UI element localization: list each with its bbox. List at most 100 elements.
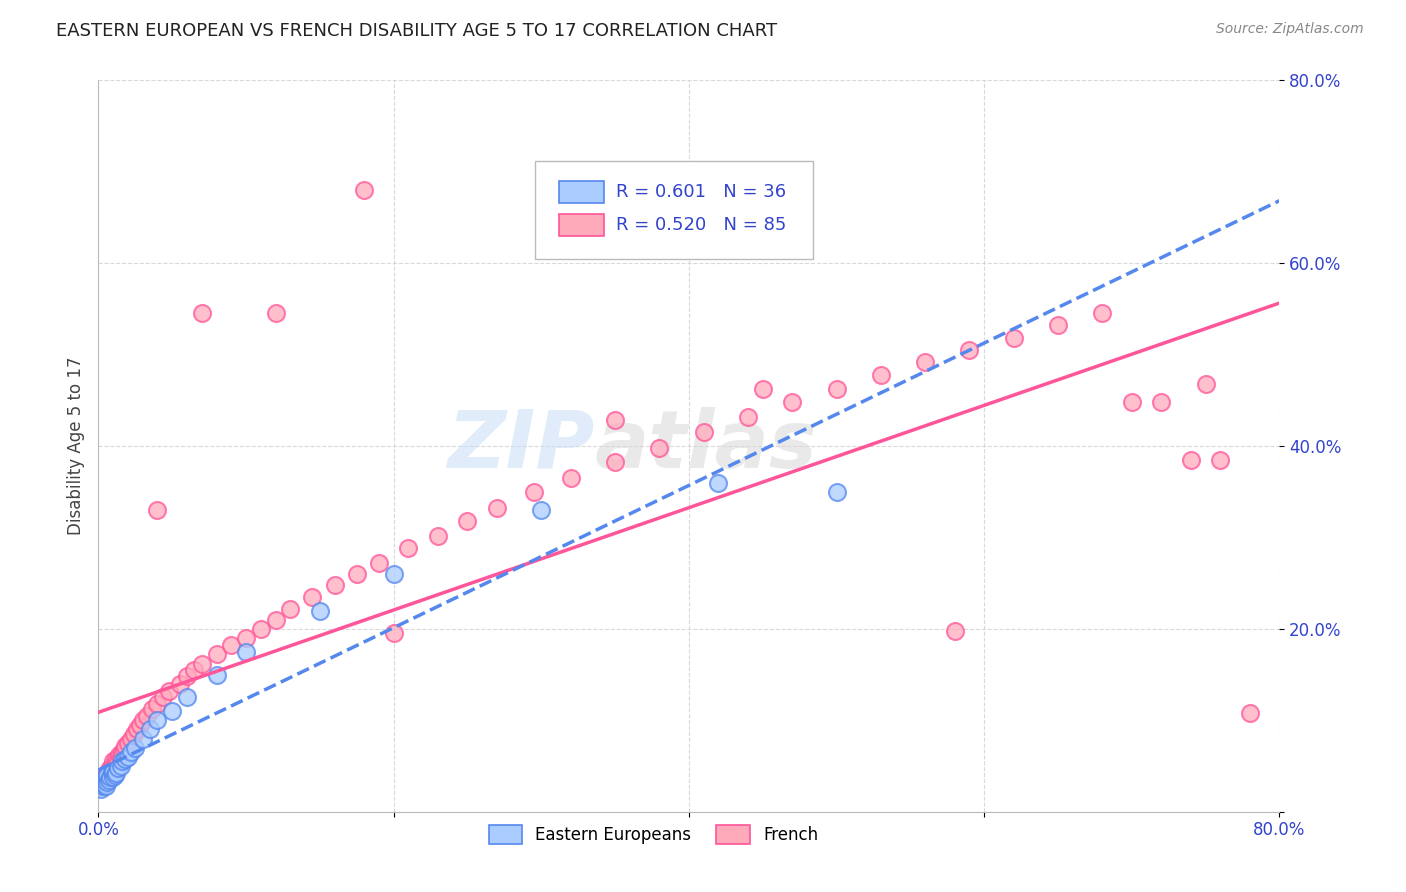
Point [235, 631, 257, 645]
Point [91, 774, 114, 789]
Point [94, 779, 117, 793]
Point [1091, 306, 1114, 320]
Point [1195, 376, 1218, 391]
Point [120, 731, 142, 746]
Point [870, 368, 893, 382]
Point [97, 764, 120, 778]
Point [1121, 395, 1143, 409]
Point [94, 770, 117, 784]
Point [112, 742, 135, 756]
Point [382, 567, 405, 582]
Point [176, 690, 198, 705]
Point [1150, 395, 1173, 409]
Point [117, 749, 139, 764]
Point [191, 657, 214, 671]
Point [141, 702, 163, 716]
Point [235, 645, 257, 659]
Point [103, 755, 125, 769]
Point [139, 723, 162, 737]
Point [146, 714, 169, 728]
Point [96, 770, 118, 784]
Point [914, 355, 936, 369]
Point [169, 676, 191, 690]
Point [94, 768, 117, 782]
Point [103, 761, 125, 775]
Point [382, 626, 405, 640]
Point [323, 578, 346, 592]
Text: R = 0.601   N = 36: R = 0.601 N = 36 [616, 183, 786, 202]
Point [100, 759, 122, 773]
Point [90, 772, 112, 787]
Point [162, 704, 183, 718]
Point [280, 601, 302, 615]
Point [89, 775, 111, 789]
Point [176, 669, 198, 683]
Point [752, 382, 775, 396]
Text: Source: ZipAtlas.com: Source: ZipAtlas.com [1216, 22, 1364, 37]
Point [98, 766, 121, 780]
Point [136, 708, 159, 723]
Point [125, 723, 148, 737]
Bar [560, 214, 605, 236]
Point [91, 775, 114, 789]
Text: atlas: atlas [595, 407, 817, 485]
Point [107, 761, 129, 775]
Point [103, 764, 125, 778]
Point [97, 768, 120, 782]
Point [122, 727, 145, 741]
Point [486, 501, 509, 516]
Point [648, 441, 671, 455]
Point [93, 775, 115, 789]
Legend: Eastern Europeans, French: Eastern Europeans, French [482, 818, 825, 851]
Point [1046, 318, 1070, 333]
Point [90, 777, 112, 791]
Point [97, 772, 120, 787]
Point [132, 714, 155, 728]
Point [107, 755, 129, 769]
Point [301, 590, 323, 604]
Point [98, 761, 121, 775]
Point [782, 395, 804, 409]
Point [90, 781, 112, 796]
Point [120, 745, 142, 759]
Point [93, 770, 115, 784]
Point [114, 752, 136, 766]
Point [152, 690, 174, 705]
Point [427, 528, 450, 542]
Point [191, 306, 214, 320]
Point [94, 772, 117, 787]
Point [346, 567, 368, 582]
Point [91, 779, 114, 793]
Text: ZIP: ZIP [447, 407, 595, 485]
Point [825, 484, 848, 499]
Y-axis label: Disability Age 5 to 17: Disability Age 5 to 17 [66, 357, 84, 535]
Point [100, 766, 122, 780]
Point [105, 752, 128, 766]
Point [737, 409, 759, 424]
Point [530, 503, 553, 517]
Point [124, 740, 146, 755]
Point [89, 777, 111, 791]
Point [96, 775, 118, 789]
Point [132, 731, 155, 746]
Point [250, 622, 273, 636]
Point [309, 603, 332, 617]
Point [104, 757, 127, 772]
Point [108, 747, 131, 762]
Point [221, 638, 243, 652]
Point [146, 697, 169, 711]
Point [959, 343, 981, 357]
Point [91, 779, 114, 793]
Point [398, 541, 420, 556]
Point [146, 503, 169, 517]
Point [1239, 706, 1261, 720]
FancyBboxPatch shape [536, 161, 813, 260]
Point [93, 772, 115, 787]
Point [457, 514, 479, 528]
Point [100, 764, 122, 778]
Point [205, 648, 228, 662]
Point [605, 455, 627, 469]
Point [96, 768, 118, 782]
Point [1180, 452, 1202, 467]
Point [103, 770, 125, 784]
